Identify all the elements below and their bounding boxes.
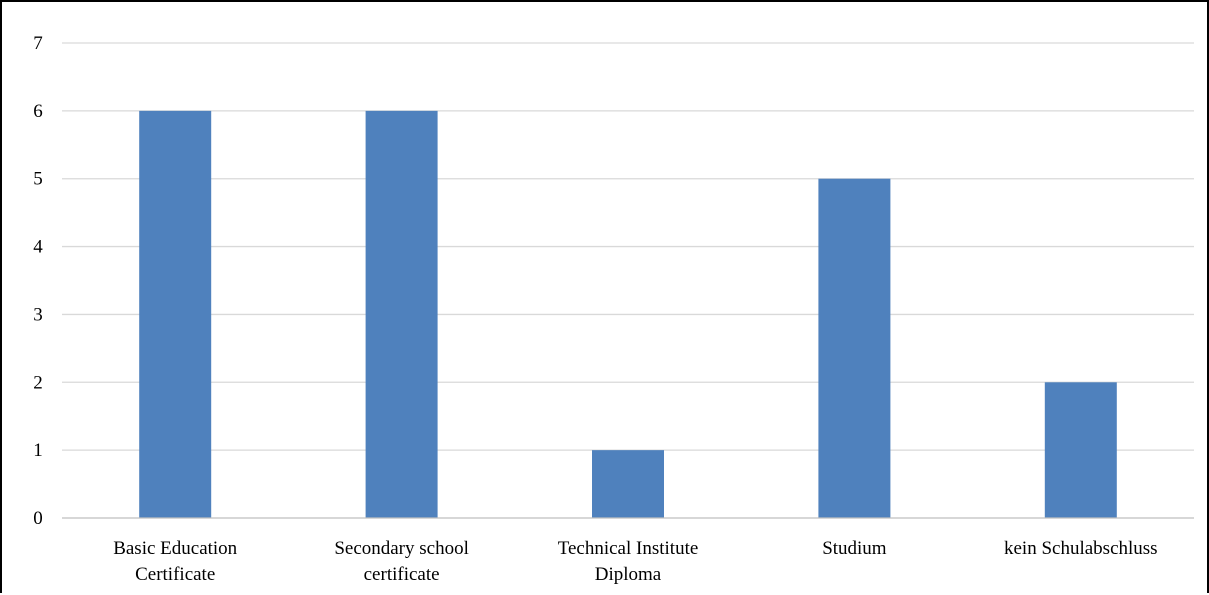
bars bbox=[139, 110, 1117, 518]
x-tick-label: Certificate bbox=[135, 564, 215, 585]
y-tick-label: 2 bbox=[33, 372, 43, 393]
y-tick-label: 1 bbox=[33, 440, 43, 461]
y-tick-label: 0 bbox=[33, 508, 43, 529]
y-tick-label: 5 bbox=[33, 169, 43, 190]
x-tick-label: Secondary school bbox=[334, 538, 469, 559]
y-tick-label: 6 bbox=[33, 101, 43, 122]
x-tick-label: Studium bbox=[822, 538, 887, 559]
bar bbox=[818, 178, 891, 518]
y-tick-label: 4 bbox=[33, 237, 43, 258]
bar bbox=[139, 110, 212, 518]
bar bbox=[592, 450, 664, 518]
y-axis-ticks: 0 1 2 3 4 5 6 7 bbox=[33, 33, 43, 529]
y-tick-label: 3 bbox=[33, 304, 43, 325]
y-tick-label: 7 bbox=[33, 33, 43, 54]
x-tick-label: certificate bbox=[364, 564, 440, 585]
x-tick-label: Technical Institute bbox=[558, 538, 699, 559]
x-tick-label: Diploma bbox=[595, 564, 662, 585]
bar bbox=[1044, 382, 1117, 518]
x-axis-labels: Basic Education Certificate Secondary scho… bbox=[113, 538, 1157, 585]
x-tick-label: kein Schulabschluss bbox=[1004, 538, 1158, 559]
gridlines bbox=[62, 42, 1194, 451]
x-tick-label: Basic Education bbox=[113, 538, 237, 559]
bar bbox=[365, 110, 438, 518]
